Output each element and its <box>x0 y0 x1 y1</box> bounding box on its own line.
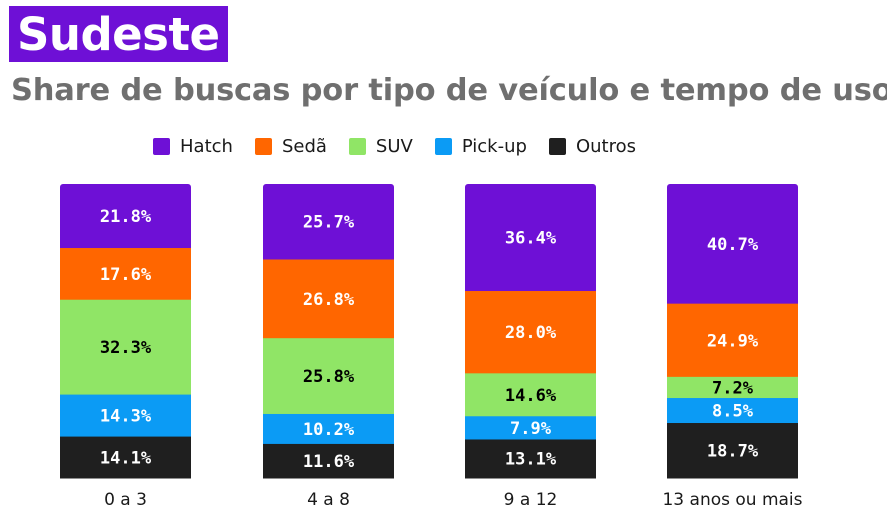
bar-segment-seda-9-a-12 <box>465 291 596 374</box>
data-label-suv-13-anos-ou-mais: 7.2% <box>712 378 754 398</box>
data-label-pick-up-0-a-3: 14.3% <box>100 407 152 427</box>
bar-segment-suv-13-anos-ou-mais <box>667 376 798 399</box>
data-label-seda-0-a-3: 17.6% <box>100 265 152 285</box>
data-label-outros-4-a-8: 11.6% <box>303 452 355 472</box>
bar-segment-outros-4-a-8 <box>263 443 394 479</box>
bar-segment-seda-13-anos-ou-mais <box>667 303 798 378</box>
data-label-pick-up-4-a-8: 10.2% <box>303 420 355 440</box>
data-label-suv-4-a-8: 25.8% <box>303 367 355 387</box>
data-label-outros-9-a-12: 13.1% <box>505 450 557 470</box>
bar-segment-hatch-13-anos-ou-mais <box>667 184 798 305</box>
data-label-pick-up-9-a-12: 7.9% <box>510 419 552 439</box>
bar-segment-pick-up-9-a-12 <box>465 416 596 440</box>
data-label-pick-up-13-anos-ou-mais: 8.5% <box>712 402 754 422</box>
x-tick-label-13-anos-ou-mais: 13 anos ou mais <box>662 490 802 510</box>
bar-corner-right-4-a-8 <box>391 184 394 187</box>
legend-item-hatch: Hatch <box>153 136 233 157</box>
x-tick-label-0-a-3: 0 a 3 <box>104 490 147 510</box>
legend-item-pickup: Pick-up <box>434 136 527 157</box>
bar-segment-pick-up-4-a-8 <box>263 413 394 445</box>
bar-segment-outros-13-anos-ou-mais <box>667 423 798 479</box>
bar-corner-right-9-a-12 <box>593 184 596 187</box>
bar-segment-seda-0-a-3 <box>60 248 191 301</box>
data-label-hatch-4-a-8: 25.7% <box>303 213 355 233</box>
legend-swatch-outros <box>548 138 566 155</box>
legend-item-seda: Sedã <box>254 136 327 157</box>
data-label-hatch-13-anos-ou-mais: 40.7% <box>707 235 759 255</box>
legend-swatch-suv <box>348 138 366 155</box>
legend-label-hatch: Hatch <box>180 136 233 157</box>
bar-segment-hatch-4-a-8 <box>263 184 394 260</box>
legend-label-suv: SUV <box>375 136 413 157</box>
bar-segment-hatch-0-a-3 <box>60 184 191 249</box>
bar-group-13-anos-ou-mais: 40.7% 24.9% 7.2% 8.5% 18.7% <box>667 184 798 479</box>
data-label-outros-13-anos-ou-mais: 18.7% <box>707 442 759 462</box>
bar-group-0-a-3: 21.8% 17.6% 32.3% 14.3% 14.1% <box>60 184 191 479</box>
legend-item-outros: Outros <box>548 136 636 157</box>
bar-corner-right-0-a-3 <box>188 184 191 187</box>
bar-corner-left-9-a-12 <box>465 184 468 187</box>
data-label-outros-0-a-3: 14.1% <box>100 448 152 468</box>
data-label-seda-4-a-8: 26.8% <box>303 290 355 310</box>
x-tick-label-9-a-12: 9 a 12 <box>504 490 558 510</box>
chart-legend: Hatch Sedã SUV Pick-up Outros <box>153 136 658 157</box>
legend-label-outros: Outros <box>575 136 636 157</box>
bar-segment-hatch-9-a-12 <box>465 184 596 292</box>
bar-corner-left-4-a-8 <box>263 184 266 187</box>
legend-swatch-seda <box>254 138 272 155</box>
data-label-hatch-0-a-3: 21.8% <box>100 207 152 227</box>
bar-segment-suv-4-a-8 <box>263 338 394 415</box>
bar-segment-suv-9-a-12 <box>465 373 596 417</box>
legend-swatch-pickup <box>434 138 452 155</box>
x-tick-label-4-a-8: 4 a 8 <box>307 490 350 510</box>
bar-segment-seda-4-a-8 <box>263 259 394 339</box>
chart-subtitle: Share de buscas por tipo de veículo e te… <box>11 73 887 108</box>
bar-segment-suv-0-a-3 <box>60 299 191 396</box>
region-title: Sudeste <box>17 7 220 61</box>
data-label-suv-0-a-3: 32.3% <box>100 338 152 358</box>
legend-swatch-hatch <box>153 138 170 155</box>
data-label-seda-13-anos-ou-mais: 24.9% <box>707 331 759 351</box>
bar-group-4-a-8: 25.7% 26.8% 25.8% 10.2% 11.6% <box>263 184 394 479</box>
bar-group-9-a-12: 36.4% 28.0% 14.6% 7.9% 13.1% <box>465 184 596 479</box>
bar-segment-pick-up-13-anos-ou-mais <box>667 398 798 424</box>
bar-corner-left-13-anos-ou-mais <box>667 184 670 187</box>
bar-segment-outros-0-a-3 <box>60 436 191 479</box>
data-label-seda-9-a-12: 28.0% <box>505 323 557 343</box>
bar-corner-left-0-a-3 <box>60 184 63 187</box>
bar-segment-outros-9-a-12 <box>465 439 596 479</box>
bar-segment-pick-up-0-a-3 <box>60 394 191 438</box>
legend-label-pickup: Pick-up <box>461 136 527 157</box>
legend-label-seda: Sedã <box>281 136 327 157</box>
legend-item-suv: SUV <box>348 136 413 157</box>
data-label-suv-9-a-12: 14.6% <box>505 386 557 406</box>
data-label-hatch-9-a-12: 36.4% <box>505 229 557 249</box>
region-badge: Sudeste <box>9 6 228 62</box>
bar-corner-right-13-anos-ou-mais <box>795 184 798 187</box>
